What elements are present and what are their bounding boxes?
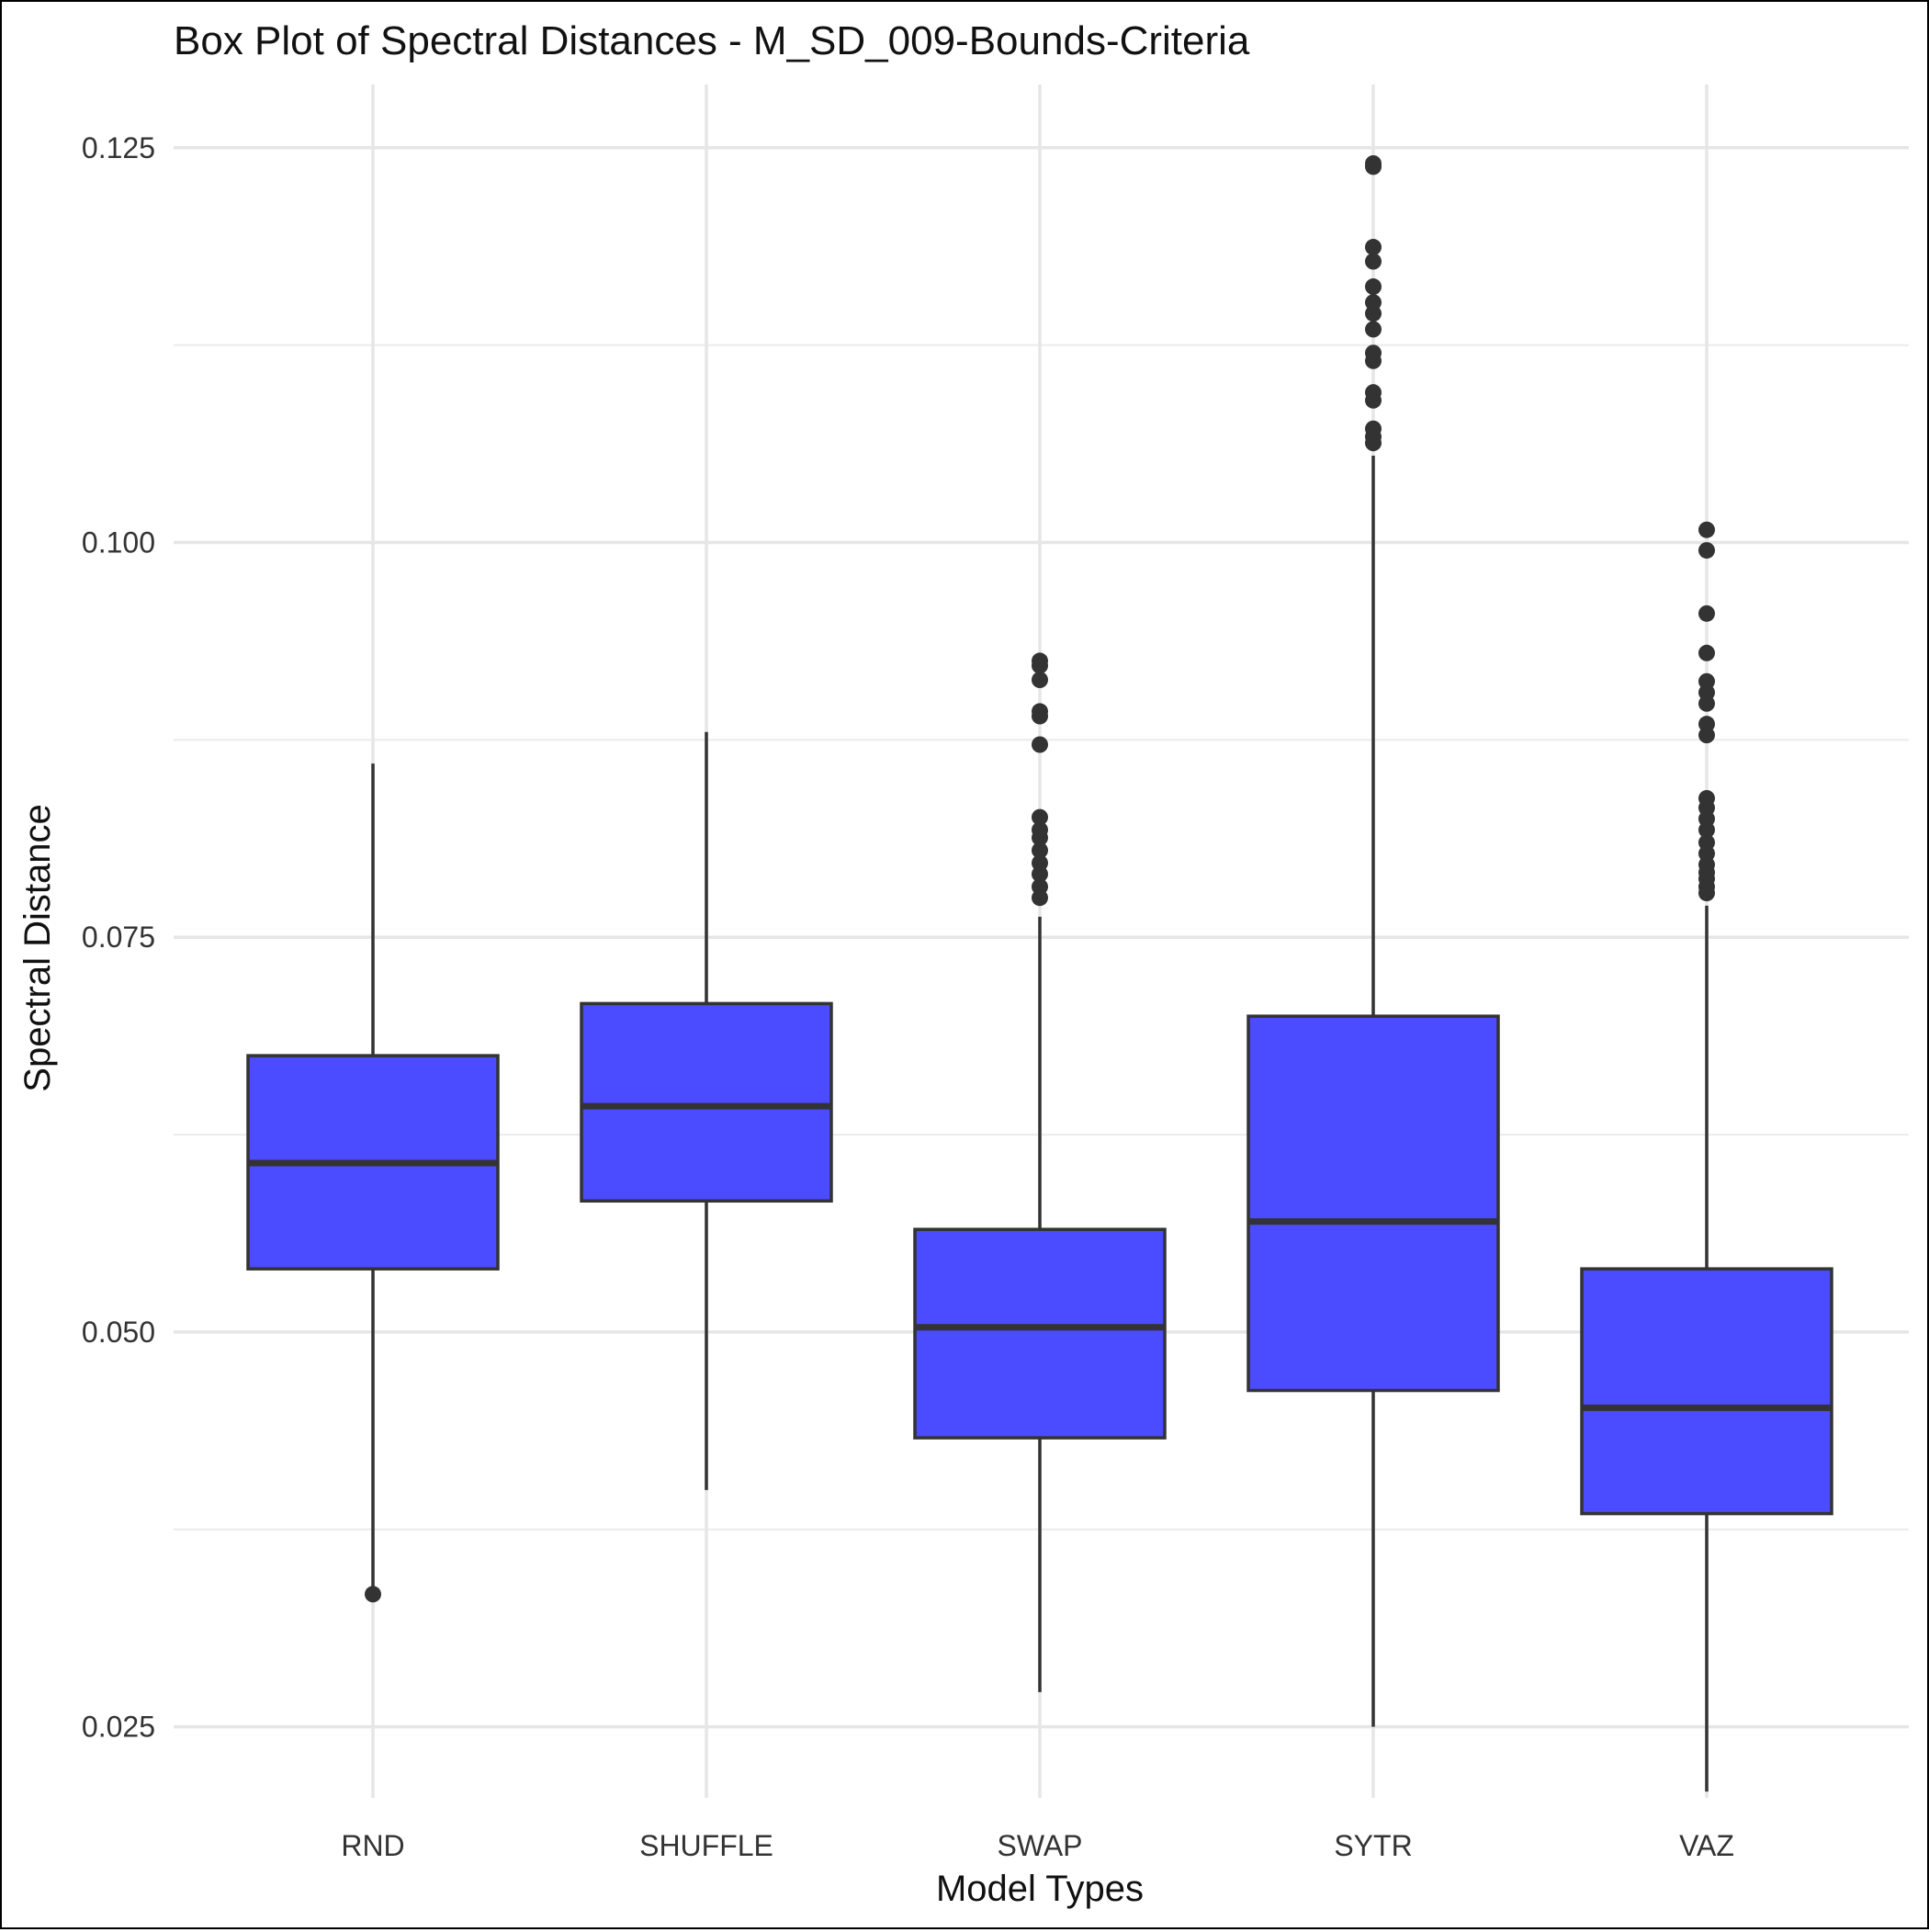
box-vaz: [1580, 521, 1833, 1792]
outlier-point: [1698, 834, 1715, 852]
outlier-point: [1698, 716, 1715, 733]
outlier-point: [1365, 345, 1382, 362]
outlier-point: [1698, 521, 1715, 538]
outlier-point: [1365, 294, 1382, 311]
y-tick-label: 0.125: [82, 131, 155, 164]
y-tick-label: 0.100: [82, 525, 155, 559]
box-iqr: [1580, 1267, 1833, 1516]
y-tick-label: 0.025: [82, 1711, 155, 1744]
box-swap: [913, 652, 1167, 1692]
outlier-point: [1698, 542, 1715, 559]
outlier-point: [1365, 239, 1382, 256]
outlier-point: [1032, 672, 1048, 689]
box-sytr: [1247, 154, 1500, 1727]
chart-title: Box Plot of Spectral Distances - M_SD_00…: [174, 18, 1250, 63]
outlier-point: [1365, 154, 1382, 172]
outlier-point: [1365, 278, 1382, 296]
outlier-point: [1032, 652, 1048, 670]
x-tick-label: VAZ: [1679, 1829, 1734, 1862]
x-axis-title: Model Types: [936, 1869, 1144, 1909]
outlier-point: [1032, 854, 1048, 872]
outlier-point: [1032, 878, 1048, 896]
x-tick-label: SYTR: [1334, 1829, 1412, 1862]
outlier-point: [1698, 789, 1715, 807]
box-iqr: [580, 1001, 833, 1203]
box-iqr: [1247, 1014, 1500, 1393]
outlier-point: [1365, 384, 1382, 401]
y-tick-label: 0.050: [82, 1316, 155, 1349]
x-tick-label: RND: [341, 1829, 404, 1862]
outlier-point: [1032, 736, 1048, 753]
y-axis-ticks: 0.025 0.050 0.075 0.100 0.125: [82, 131, 155, 1744]
outlier-point: [365, 1586, 381, 1603]
box-series: [246, 154, 1833, 1792]
x-tick-label: SHUFFLE: [639, 1829, 773, 1862]
outlier-point: [1032, 842, 1048, 859]
y-axis-title: Spectral Distance: [17, 804, 58, 1091]
x-tick-label: SWAP: [997, 1829, 1082, 1862]
outlier-point: [1365, 420, 1382, 437]
box-iqr: [913, 1227, 1167, 1440]
outlier-point: [1698, 644, 1715, 661]
outlier-point: [1365, 321, 1382, 338]
box-rnd: [246, 763, 500, 1603]
outlier-point: [1032, 703, 1048, 720]
box-shuffle: [580, 731, 833, 1490]
outlier-point: [1032, 821, 1048, 839]
outlier-point: [1032, 808, 1048, 826]
outlier-point: [1698, 604, 1715, 622]
outlier-point: [1365, 253, 1382, 270]
y-tick-label: 0.075: [82, 921, 155, 954]
outlier-point: [1698, 672, 1715, 690]
x-axis-ticks: RND SHUFFLE SWAP SYTR VAZ: [341, 1829, 1734, 1862]
